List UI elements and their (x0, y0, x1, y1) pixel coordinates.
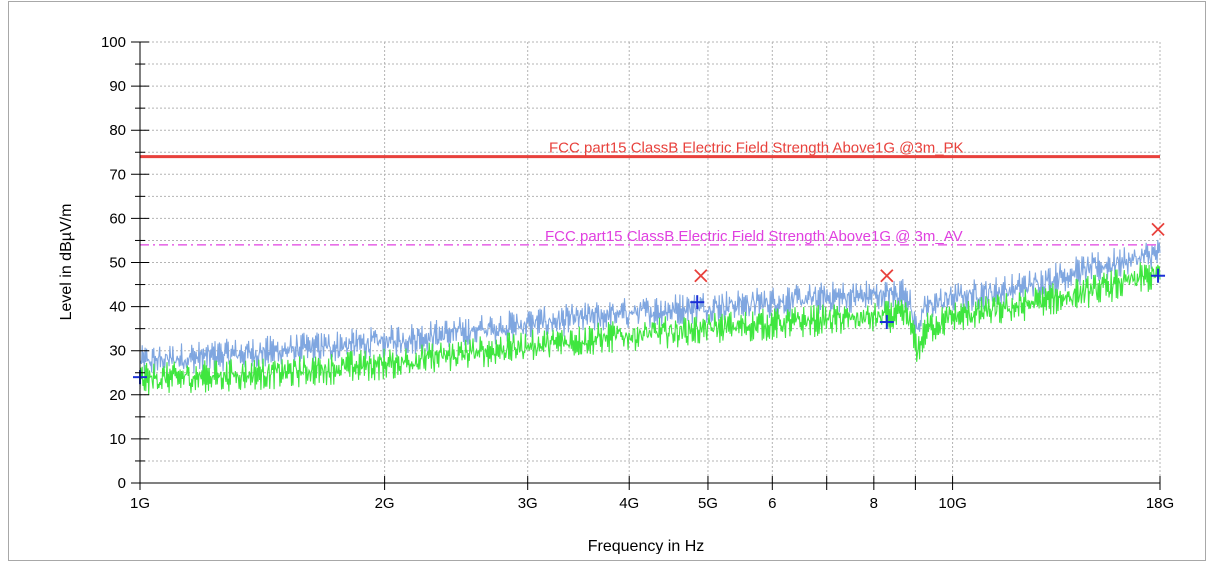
y-tick-label: 70 (109, 166, 126, 183)
marker-stroke (1151, 222, 1165, 237)
y-tick-label: 0 (118, 475, 126, 492)
y-tick-label: 50 (109, 255, 126, 272)
y-tick-label: 10 (109, 431, 126, 448)
y-tick-label: 40 (109, 299, 126, 316)
x-tick-label: 8 (870, 495, 878, 512)
y-tick-label: 60 (109, 210, 126, 227)
limit-label-1: FCC part15 ClassB Electric Field Strengt… (549, 140, 964, 157)
peak-marker (1151, 222, 1165, 237)
limit-label-2: FCC part15 ClassB Electric Field Strengt… (545, 228, 963, 245)
peak-marker (880, 269, 894, 283)
y-tick-label: 100 (101, 34, 126, 51)
x-tick-label: 18G (1146, 495, 1174, 512)
x-tick-label: 1G (130, 495, 150, 512)
average-marker (690, 295, 705, 310)
marker-stroke (880, 269, 894, 283)
y-tick-label: 80 (109, 122, 126, 139)
x-tick-label: 3G (518, 495, 538, 512)
x-axis-title: Frequency in Hz (588, 538, 705, 554)
x-tick-label: 10G (938, 495, 966, 512)
average-marker (1151, 268, 1166, 283)
y-tick-label: 20 (109, 387, 126, 404)
y-tick-label: 30 (109, 343, 126, 360)
average-marker (879, 315, 894, 330)
series-trace-1 (139, 239, 1161, 375)
peak-marker (694, 269, 708, 283)
series-trace-2 (139, 262, 1161, 395)
x-tick-label: 2G (375, 495, 395, 512)
x-tick-label: 4G (619, 495, 639, 512)
y-axis-title: Level in dBµV/m (58, 204, 75, 321)
x-tick-label: 5G (698, 495, 718, 512)
x-tick-label: 6 (768, 495, 776, 512)
y-tick-label: 90 (109, 78, 126, 95)
marker-stroke (694, 269, 708, 283)
